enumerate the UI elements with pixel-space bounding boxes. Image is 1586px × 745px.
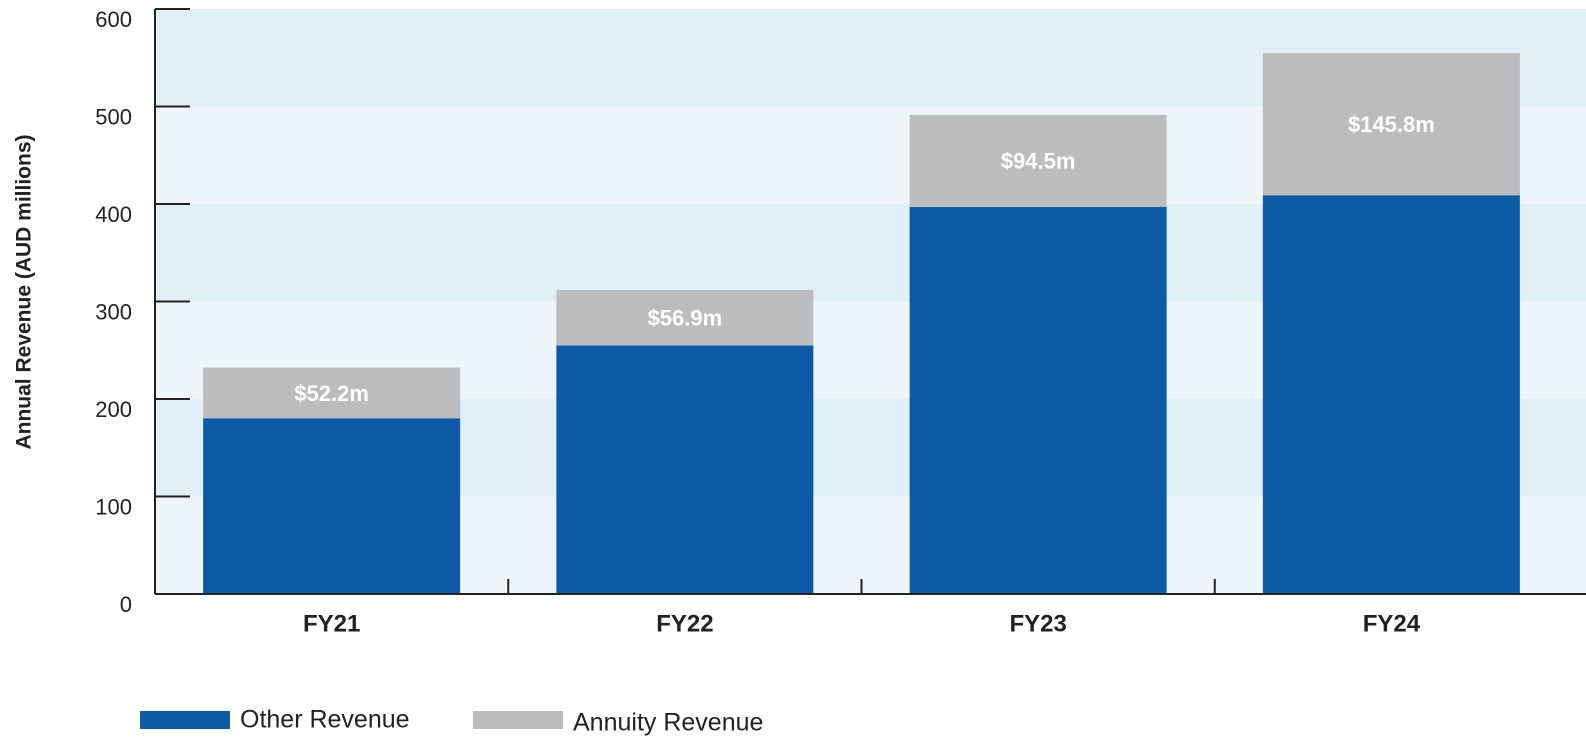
legend-swatch [473, 711, 563, 729]
y-tick-label: 500 [95, 104, 132, 129]
bar-segment [1262, 195, 1520, 594]
bar-segment [1262, 53, 1520, 196]
y-axis-label: Annual Revenue (AUD millions) [13, 134, 36, 449]
value-label: $94.5m [1001, 149, 1076, 174]
y-tick-label: 100 [95, 494, 132, 519]
value-label: $145.8m [1348, 112, 1435, 137]
x-tick-label: FY23 [1009, 610, 1066, 637]
bar-segment [556, 289, 814, 346]
x-tick-label: FY21 [303, 610, 360, 637]
x-tick-label: FY24 [1363, 610, 1421, 637]
value-label: $56.9m [648, 305, 723, 330]
bar-segment [909, 114, 1167, 207]
y-tick-label: 600 [95, 7, 132, 32]
legend-swatch [140, 711, 230, 729]
x-tick-label: FY22 [656, 610, 713, 637]
y-tick-label: 200 [95, 397, 132, 422]
y-tick-label: 400 [95, 202, 132, 227]
legend-label: Annuity Revenue [573, 709, 763, 737]
bar-segment [203, 367, 461, 419]
y-tick-label: 0 [120, 592, 132, 617]
legend-label: Other Revenue [240, 706, 410, 734]
bar-segment [556, 345, 814, 594]
bar-segment [909, 206, 1167, 595]
value-label: $52.2m [294, 381, 369, 406]
y-tick-label: 300 [95, 299, 132, 324]
bar-segment [203, 418, 461, 594]
